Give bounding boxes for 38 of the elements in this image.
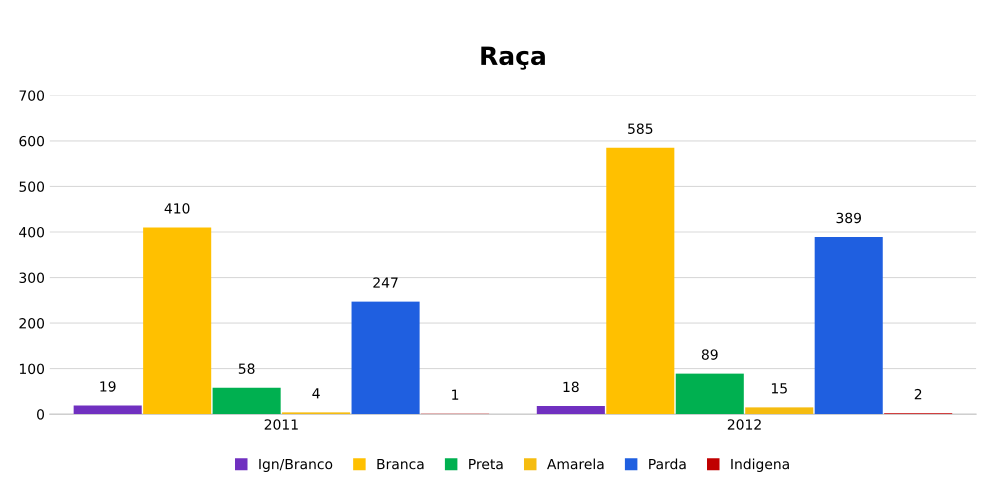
legend-label: Branca <box>377 458 424 470</box>
legend-label: Preta <box>469 458 503 470</box>
legend-label: Ign/Branco <box>259 458 332 472</box>
x-tick-label: 2012 <box>728 419 761 430</box>
bar <box>352 302 420 414</box>
data-label: 4 <box>312 388 320 398</box>
data-label: 18 <box>564 382 579 392</box>
y-tick-label: 100 <box>20 364 44 374</box>
legend-label: Amarela <box>547 458 604 470</box>
bar <box>676 374 744 414</box>
y-tick-label: 400 <box>19 226 44 238</box>
data-label: 19 <box>100 381 116 392</box>
data-label: 2 <box>914 388 922 400</box>
y-tick-label: 200 <box>19 318 44 329</box>
data-label: 89 <box>702 349 718 360</box>
bar <box>212 388 281 414</box>
data-label: 15 <box>772 383 787 394</box>
y-tick-label: 700 <box>20 90 44 101</box>
bar <box>606 148 674 414</box>
data-label: 410 <box>164 203 190 214</box>
y-tick-label: 0 <box>37 409 44 420</box>
x-tick-label: 2011 <box>264 419 298 430</box>
data-label: 1 <box>452 390 458 400</box>
data-label: 247 <box>373 277 398 288</box>
legend-label: Parda <box>649 458 686 470</box>
data-label: 58 <box>238 363 255 374</box>
bar <box>143 227 212 414</box>
data-label: 585 <box>628 123 652 134</box>
chart-title: Raça <box>481 46 545 70</box>
bar <box>536 406 605 414</box>
y-tick-label: 500 <box>20 181 44 192</box>
bar <box>74 406 142 414</box>
legend-label: Indigena <box>731 458 789 472</box>
y-tick-label: 600 <box>19 136 44 146</box>
y-tick-label: 300 <box>19 272 44 284</box>
bar <box>745 407 814 414</box>
bar <box>814 237 883 414</box>
data-label: 389 <box>836 212 861 224</box>
